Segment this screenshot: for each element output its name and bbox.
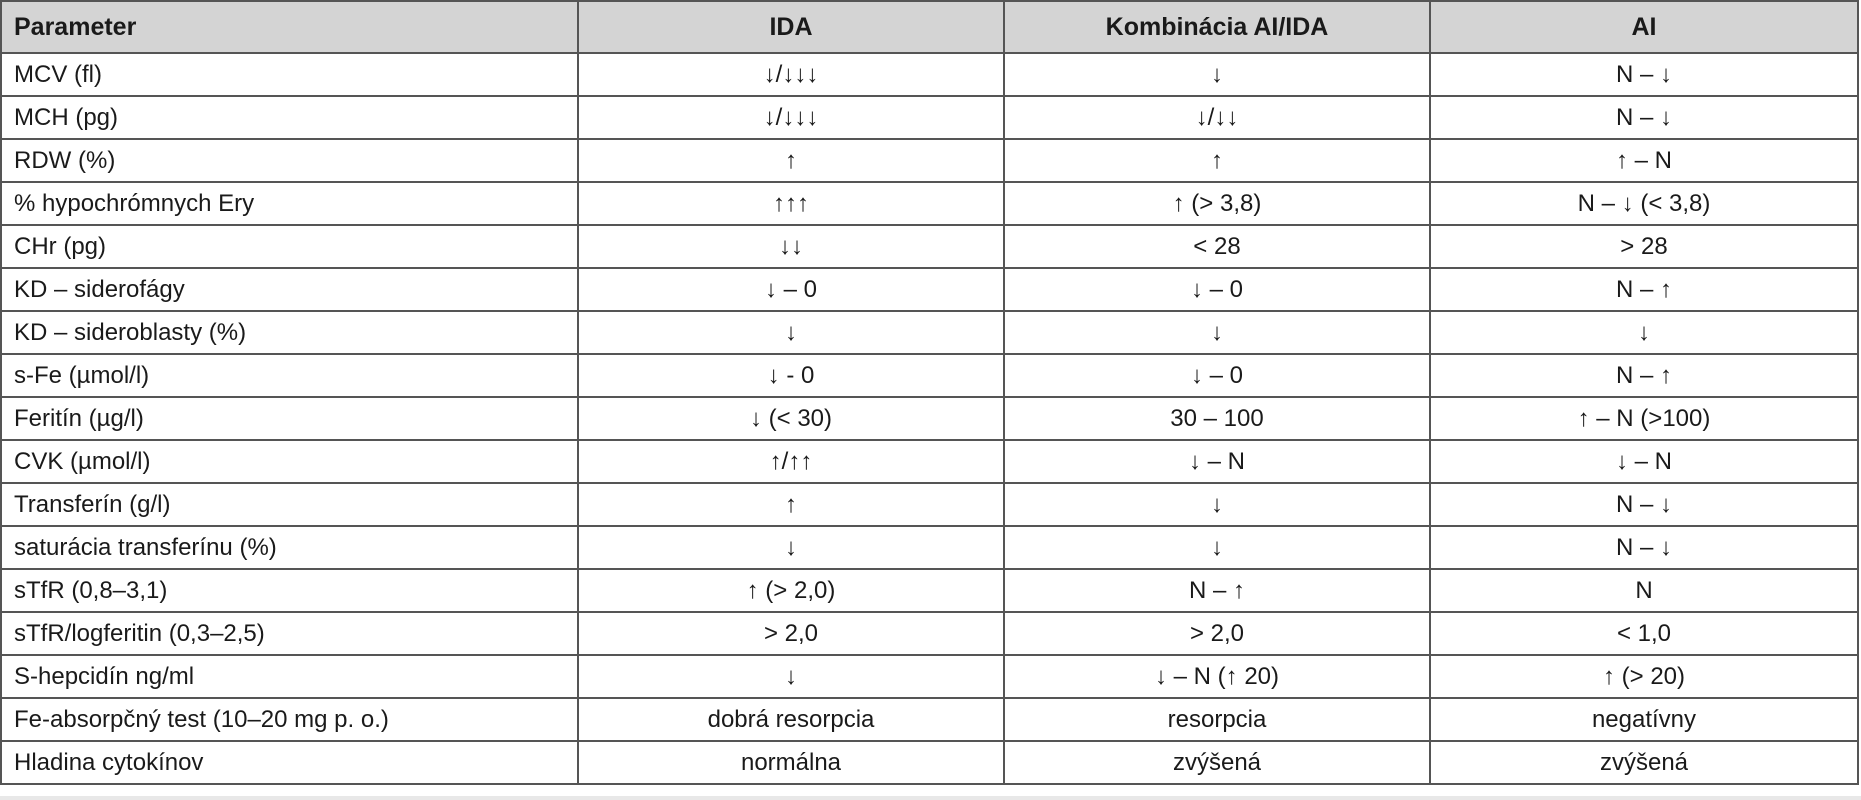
parameter-cell: Transferín (g/l) bbox=[0, 482, 579, 527]
table-body: MCV (fl) ↓/↓↓↓ ↓ N – ↓ MCH (pg) ↓/↓↓↓ ↓/… bbox=[0, 52, 1859, 785]
ida-cell: ↓/↓↓↓ bbox=[577, 95, 1005, 140]
table-row: MCV (fl) ↓/↓↓↓ ↓ N – ↓ bbox=[0, 52, 1859, 97]
ida-cell: ↓↓ bbox=[577, 224, 1005, 269]
ai-cell: < 1,0 bbox=[1429, 611, 1859, 656]
kombinacia-cell: zvýšená bbox=[1003, 740, 1431, 785]
parameter-cell: Fe-absorpčný test (10–20 mg p. o.) bbox=[0, 697, 579, 742]
kombinacia-cell: 30 – 100 bbox=[1003, 396, 1431, 441]
parameter-cell: Feritín (µg/l) bbox=[0, 396, 579, 441]
table-row: Feritín (µg/l) ↓ (< 30) 30 – 100 ↑ – N (… bbox=[0, 396, 1859, 441]
parameter-cell: MCH (pg) bbox=[0, 95, 579, 140]
kombinacia-cell: ↑ (> 3,8) bbox=[1003, 181, 1431, 226]
ida-cell: ↓ – 0 bbox=[577, 267, 1005, 312]
ida-cell: ↓ bbox=[577, 310, 1005, 355]
kombinacia-cell: ↓/↓↓ bbox=[1003, 95, 1431, 140]
parameter-cell: sTfR/logferitin (0,3–2,5) bbox=[0, 611, 579, 656]
table-row: % hypochrómnych Ery ↑↑↑ ↑ (> 3,8) N – ↓ … bbox=[0, 181, 1859, 226]
kombinacia-cell: < 28 bbox=[1003, 224, 1431, 269]
ida-cell: ↑↑↑ bbox=[577, 181, 1005, 226]
ida-cell: ↓/↓↓↓ bbox=[577, 52, 1005, 97]
kombinacia-cell: ↓ – 0 bbox=[1003, 267, 1431, 312]
kombinacia-cell: ↓ bbox=[1003, 310, 1431, 355]
kombinacia-cell: ↓ – N bbox=[1003, 439, 1431, 484]
header-ai: AI bbox=[1429, 0, 1859, 54]
ai-cell: N – ↑ bbox=[1429, 353, 1859, 398]
ai-cell: ↓ – N bbox=[1429, 439, 1859, 484]
table-row: MCH (pg) ↓/↓↓↓ ↓/↓↓ N – ↓ bbox=[0, 95, 1859, 140]
table-row: Transferín (g/l) ↑ ↓ N – ↓ bbox=[0, 482, 1859, 527]
parameter-cell: CVK (µmol/l) bbox=[0, 439, 579, 484]
ai-cell: N bbox=[1429, 568, 1859, 613]
table-row: RDW (%) ↑ ↑ ↑ – N bbox=[0, 138, 1859, 183]
kombinacia-cell: ↓ bbox=[1003, 52, 1431, 97]
kombinacia-cell: ↓ – 0 bbox=[1003, 353, 1431, 398]
table-header-row: Parameter IDA Kombinácia AI/IDA AI bbox=[0, 0, 1859, 54]
table-row: Fe-absorpčný test (10–20 mg p. o.) dobrá… bbox=[0, 697, 1859, 742]
parameter-cell: CHr (pg) bbox=[0, 224, 579, 269]
ida-cell: ↑ bbox=[577, 482, 1005, 527]
kombinacia-cell: ↓ bbox=[1003, 482, 1431, 527]
ai-cell: N – ↓ bbox=[1429, 482, 1859, 527]
table-row: s-Fe (µmol/l) ↓ - 0 ↓ – 0 N – ↑ bbox=[0, 353, 1859, 398]
ida-cell: > 2,0 bbox=[577, 611, 1005, 656]
header-ida: IDA bbox=[577, 0, 1005, 54]
parameter-cell: S-hepcidín ng/ml bbox=[0, 654, 579, 699]
ai-cell: N – ↑ bbox=[1429, 267, 1859, 312]
ai-cell: ↑ (> 20) bbox=[1429, 654, 1859, 699]
ai-cell: ↑ – N bbox=[1429, 138, 1859, 183]
kombinacia-cell: ↓ bbox=[1003, 525, 1431, 570]
table-row: KD – siderofágy ↓ – 0 ↓ – 0 N – ↑ bbox=[0, 267, 1859, 312]
ai-cell: > 28 bbox=[1429, 224, 1859, 269]
ida-cell: dobrá resorpcia bbox=[577, 697, 1005, 742]
ai-cell: N – ↓ bbox=[1429, 525, 1859, 570]
parameter-cell: % hypochrómnych Ery bbox=[0, 181, 579, 226]
parameter-cell: RDW (%) bbox=[0, 138, 579, 183]
ida-cell: ↑ (> 2,0) bbox=[577, 568, 1005, 613]
ida-cell: normálna bbox=[577, 740, 1005, 785]
table-row: KD – sideroblasty (%) ↓ ↓ ↓ bbox=[0, 310, 1859, 355]
header-kombinacia: Kombinácia AI/IDA bbox=[1003, 0, 1431, 54]
parameter-cell: MCV (fl) bbox=[0, 52, 579, 97]
ai-cell: N – ↓ (< 3,8) bbox=[1429, 181, 1859, 226]
ai-cell: ↓ bbox=[1429, 310, 1859, 355]
kombinacia-cell: resorpcia bbox=[1003, 697, 1431, 742]
ida-cell: ↑ bbox=[577, 138, 1005, 183]
ida-cell: ↓ bbox=[577, 525, 1005, 570]
ai-cell: N – ↓ bbox=[1429, 52, 1859, 97]
ida-cell: ↓ bbox=[577, 654, 1005, 699]
table-row: CHr (pg) ↓↓ < 28 > 28 bbox=[0, 224, 1859, 269]
ai-cell: ↑ – N (>100) bbox=[1429, 396, 1859, 441]
table-row: CVK (µmol/l) ↑/↑↑ ↓ – N ↓ – N bbox=[0, 439, 1859, 484]
table-row: S-hepcidín ng/ml ↓ ↓ – N (↑ 20) ↑ (> 20) bbox=[0, 654, 1859, 699]
table-row: Hladina cytokínov normálna zvýšená zvýše… bbox=[0, 740, 1859, 785]
ai-cell: negatívny bbox=[1429, 697, 1859, 742]
table-row: sTfR/logferitin (0,3–2,5) > 2,0 > 2,0 < … bbox=[0, 611, 1859, 656]
ida-cell: ↓ (< 30) bbox=[577, 396, 1005, 441]
parameter-cell: sTfR (0,8–3,1) bbox=[0, 568, 579, 613]
parameter-cell: saturácia transferínu (%) bbox=[0, 525, 579, 570]
table-row: sTfR (0,8–3,1) ↑ (> 2,0) N – ↑ N bbox=[0, 568, 1859, 613]
header-parameter: Parameter bbox=[0, 0, 579, 54]
bottom-divider bbox=[0, 796, 1861, 800]
kombinacia-cell: > 2,0 bbox=[1003, 611, 1431, 656]
parameter-cell: Hladina cytokínov bbox=[0, 740, 579, 785]
ida-cell: ↓ - 0 bbox=[577, 353, 1005, 398]
kombinacia-cell: ↓ – N (↑ 20) bbox=[1003, 654, 1431, 699]
ida-cell: ↑/↑↑ bbox=[577, 439, 1005, 484]
table-row: saturácia transferínu (%) ↓ ↓ N – ↓ bbox=[0, 525, 1859, 570]
parameter-cell: KD – siderofágy bbox=[0, 267, 579, 312]
ai-cell: N – ↓ bbox=[1429, 95, 1859, 140]
parameter-cell: s-Fe (µmol/l) bbox=[0, 353, 579, 398]
kombinacia-cell: ↑ bbox=[1003, 138, 1431, 183]
ai-cell: zvýšená bbox=[1429, 740, 1859, 785]
parameter-cell: KD – sideroblasty (%) bbox=[0, 310, 579, 355]
kombinacia-cell: N – ↑ bbox=[1003, 568, 1431, 613]
